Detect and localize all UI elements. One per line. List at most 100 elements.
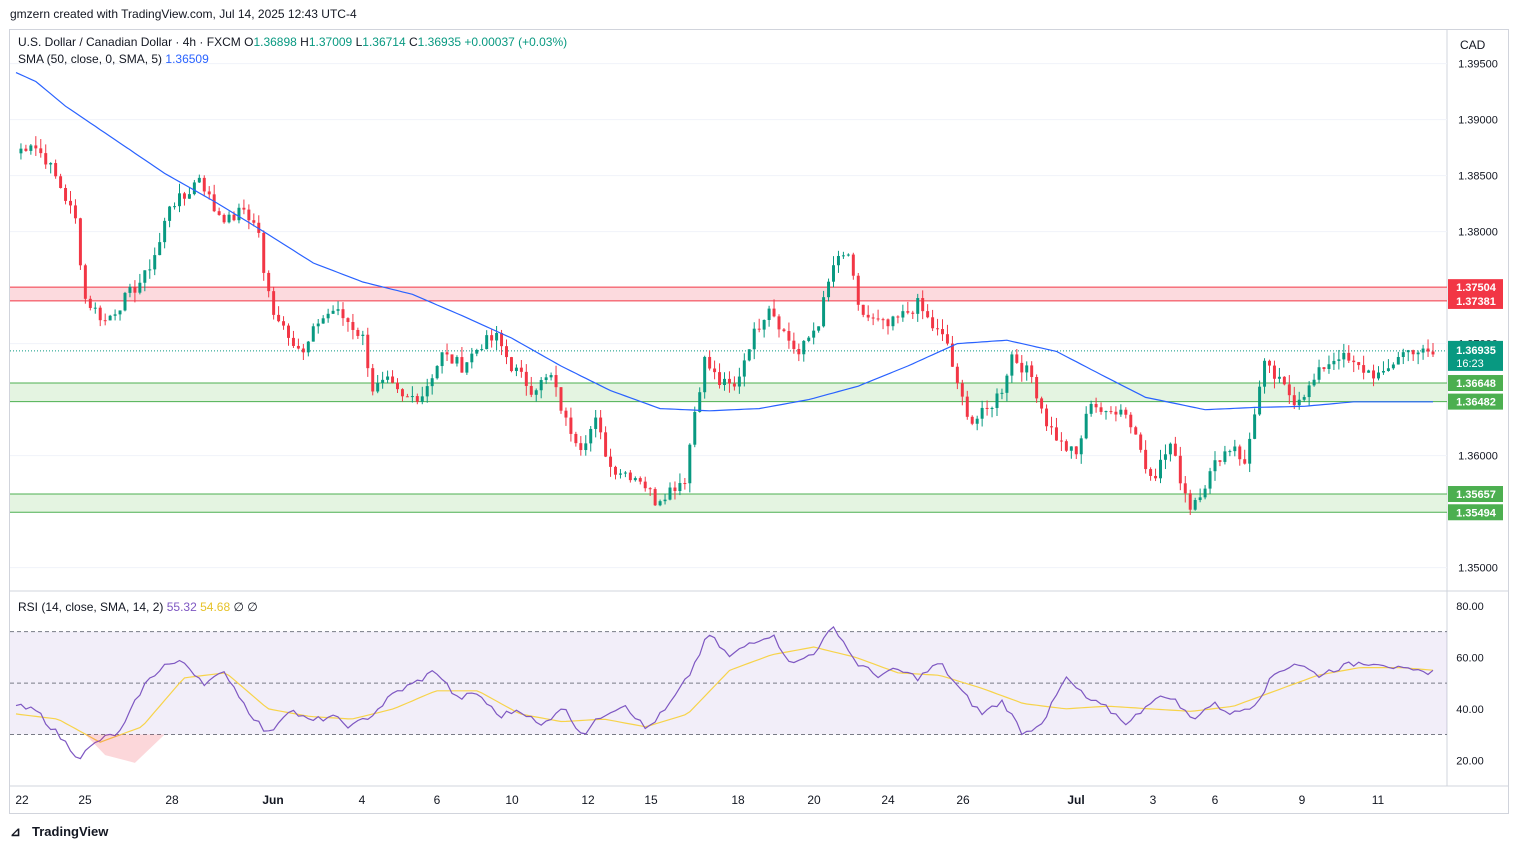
candle-body-down (1114, 411, 1118, 415)
candle-body-up (1163, 454, 1167, 460)
candle-body-down (88, 298, 92, 308)
candle-body-down (351, 322, 355, 330)
low-value: 1.36714 (362, 35, 406, 49)
candle-body-down (787, 331, 791, 341)
candle-body-down (529, 385, 533, 395)
candle-body-down (1372, 370, 1376, 379)
candle-body-down (1035, 377, 1039, 399)
candle-body-down (896, 316, 900, 318)
candle-body-down (64, 187, 68, 201)
candle-body-down (509, 357, 513, 372)
candle-body-down (252, 220, 256, 223)
candle-body-up (227, 214, 231, 223)
candle-body-up (1391, 364, 1395, 369)
candle-body-down (524, 371, 528, 386)
candle-body-up (425, 386, 429, 397)
candle-body-up (440, 352, 444, 367)
candle-body-up (658, 501, 662, 506)
candle-body-up (534, 390, 538, 395)
zone-price-tag-text: 1.36648 (1456, 378, 1496, 390)
candle-body-up (832, 265, 835, 282)
candle-body-up (1342, 352, 1346, 360)
candle-body-down (965, 396, 969, 417)
candle-body-down (609, 456, 613, 467)
candle-body-up (539, 380, 543, 391)
candle-body-up (1000, 392, 1004, 394)
candle-body-down (415, 396, 419, 402)
candle-body-down (554, 375, 558, 388)
candle-body-up (1332, 360, 1336, 365)
candle-body-down (970, 416, 974, 424)
sma-label: SMA (50, close, 0, SMA, 5) (18, 52, 163, 66)
candle-body-up (336, 309, 340, 311)
candle-body-down (405, 396, 409, 398)
candle-body-down (346, 318, 350, 323)
candle-body-up (1213, 460, 1217, 472)
candle-body-up (331, 310, 335, 314)
candle-body-up (495, 332, 499, 341)
candle-body-down (1238, 446, 1242, 460)
candle-body-down (356, 329, 360, 336)
rsi-ma-value: 54.68 (200, 600, 231, 614)
candle-body-down (881, 319, 885, 321)
candle-body-down (1099, 407, 1103, 412)
candle-body-up (1104, 411, 1108, 413)
candle-body-down (133, 286, 137, 293)
candle-body-up (316, 323, 320, 327)
candle-body-up (901, 311, 905, 318)
candle-body-down (950, 343, 954, 367)
candle-body-down (960, 383, 964, 397)
close-value: 1.36935 (417, 35, 462, 49)
brand-label: TradingView (32, 824, 109, 839)
candle-body-up (326, 313, 330, 319)
candle-body-up (163, 220, 167, 243)
candle-body-up (128, 286, 132, 293)
rsi-label: RSI (14, close, SMA, 14, 2) (18, 600, 164, 614)
candle-body-down (1020, 362, 1024, 373)
candle-body-down (777, 316, 781, 330)
candle-body-down (653, 489, 657, 506)
candle-body-down (202, 177, 206, 192)
candle-body-down (856, 275, 860, 305)
candle-body-down (98, 307, 102, 321)
candle-body-down (1188, 493, 1192, 510)
candle-body-down (851, 254, 855, 276)
footer-brand[interactable]: ⊿ TradingView (10, 824, 108, 840)
zone-price-tag-text: 1.35657 (1456, 489, 1496, 501)
candle-body-down (282, 321, 286, 326)
candle-body-down (1074, 446, 1078, 455)
candle-body-down (599, 417, 603, 433)
candle-body-up (1381, 370, 1385, 373)
candle-body-up (1421, 348, 1425, 353)
currency-label[interactable]: CAD (1460, 38, 1486, 52)
candle-body-down (1272, 365, 1276, 379)
candle-body-down (1282, 376, 1286, 385)
time-tick-label: 18 (731, 793, 745, 807)
candle-body-up (1312, 379, 1316, 386)
candle-body-up (1406, 350, 1410, 353)
rsi-line (15, 625, 1434, 760)
candle-body-down (24, 148, 28, 151)
candle-body-down (450, 354, 454, 364)
price-tick-label: 1.39000 (1458, 115, 1498, 127)
candle-body-up (723, 378, 726, 385)
candle-body-up (470, 353, 474, 363)
last-price-tag-text: 1.36935 (1456, 345, 1496, 357)
candle-body-down (212, 194, 216, 212)
candle-body-up (693, 411, 697, 445)
candle-body-up (1198, 497, 1202, 501)
candle-body-down (941, 329, 944, 335)
candle-body-down (713, 368, 717, 373)
time-tick-label: 28 (165, 793, 179, 807)
candle-body-up (118, 310, 122, 315)
candle-body-down (217, 211, 221, 215)
candle-body-up (807, 337, 811, 341)
candle-body-down (1064, 441, 1068, 451)
candle-body-up (108, 315, 112, 321)
price-tick-label: 1.38000 (1458, 227, 1498, 239)
candle-body-up (1317, 367, 1321, 380)
candle-body-up (1193, 500, 1197, 510)
candle-body-up (386, 376, 390, 380)
candle-body-down (1059, 440, 1063, 442)
